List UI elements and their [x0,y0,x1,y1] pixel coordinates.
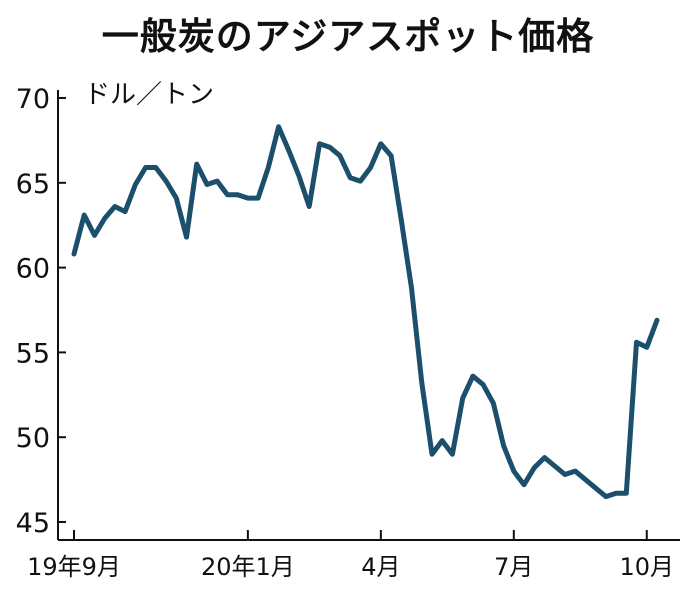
x-tick-label: 4月 [361,553,400,581]
y-axis: 45 50 55 60 65 70 [16,84,66,539]
y-tick-label: 60 [16,254,50,285]
y-tick-label: 50 [16,423,50,454]
y-tick-label: 65 [16,169,50,200]
x-tick-label: 7月 [494,553,533,581]
y-tick-label: 70 [16,84,50,115]
x-tick-label: 10月 [619,553,674,581]
x-tick-label: 19年9月 [27,553,121,581]
x-axis: 19年9月 20年1月 4月 7月 10月 [27,530,674,581]
y-axis-unit-label: ドル／トン [84,80,214,110]
series-line [71,124,660,500]
chart-title: 一般炭のアジアスポット価格 [101,15,595,58]
y-tick-label: 45 [16,508,50,539]
y-tick-label: 55 [16,338,50,369]
x-tick-label: 20年1月 [201,553,295,581]
series-layer [71,124,660,500]
